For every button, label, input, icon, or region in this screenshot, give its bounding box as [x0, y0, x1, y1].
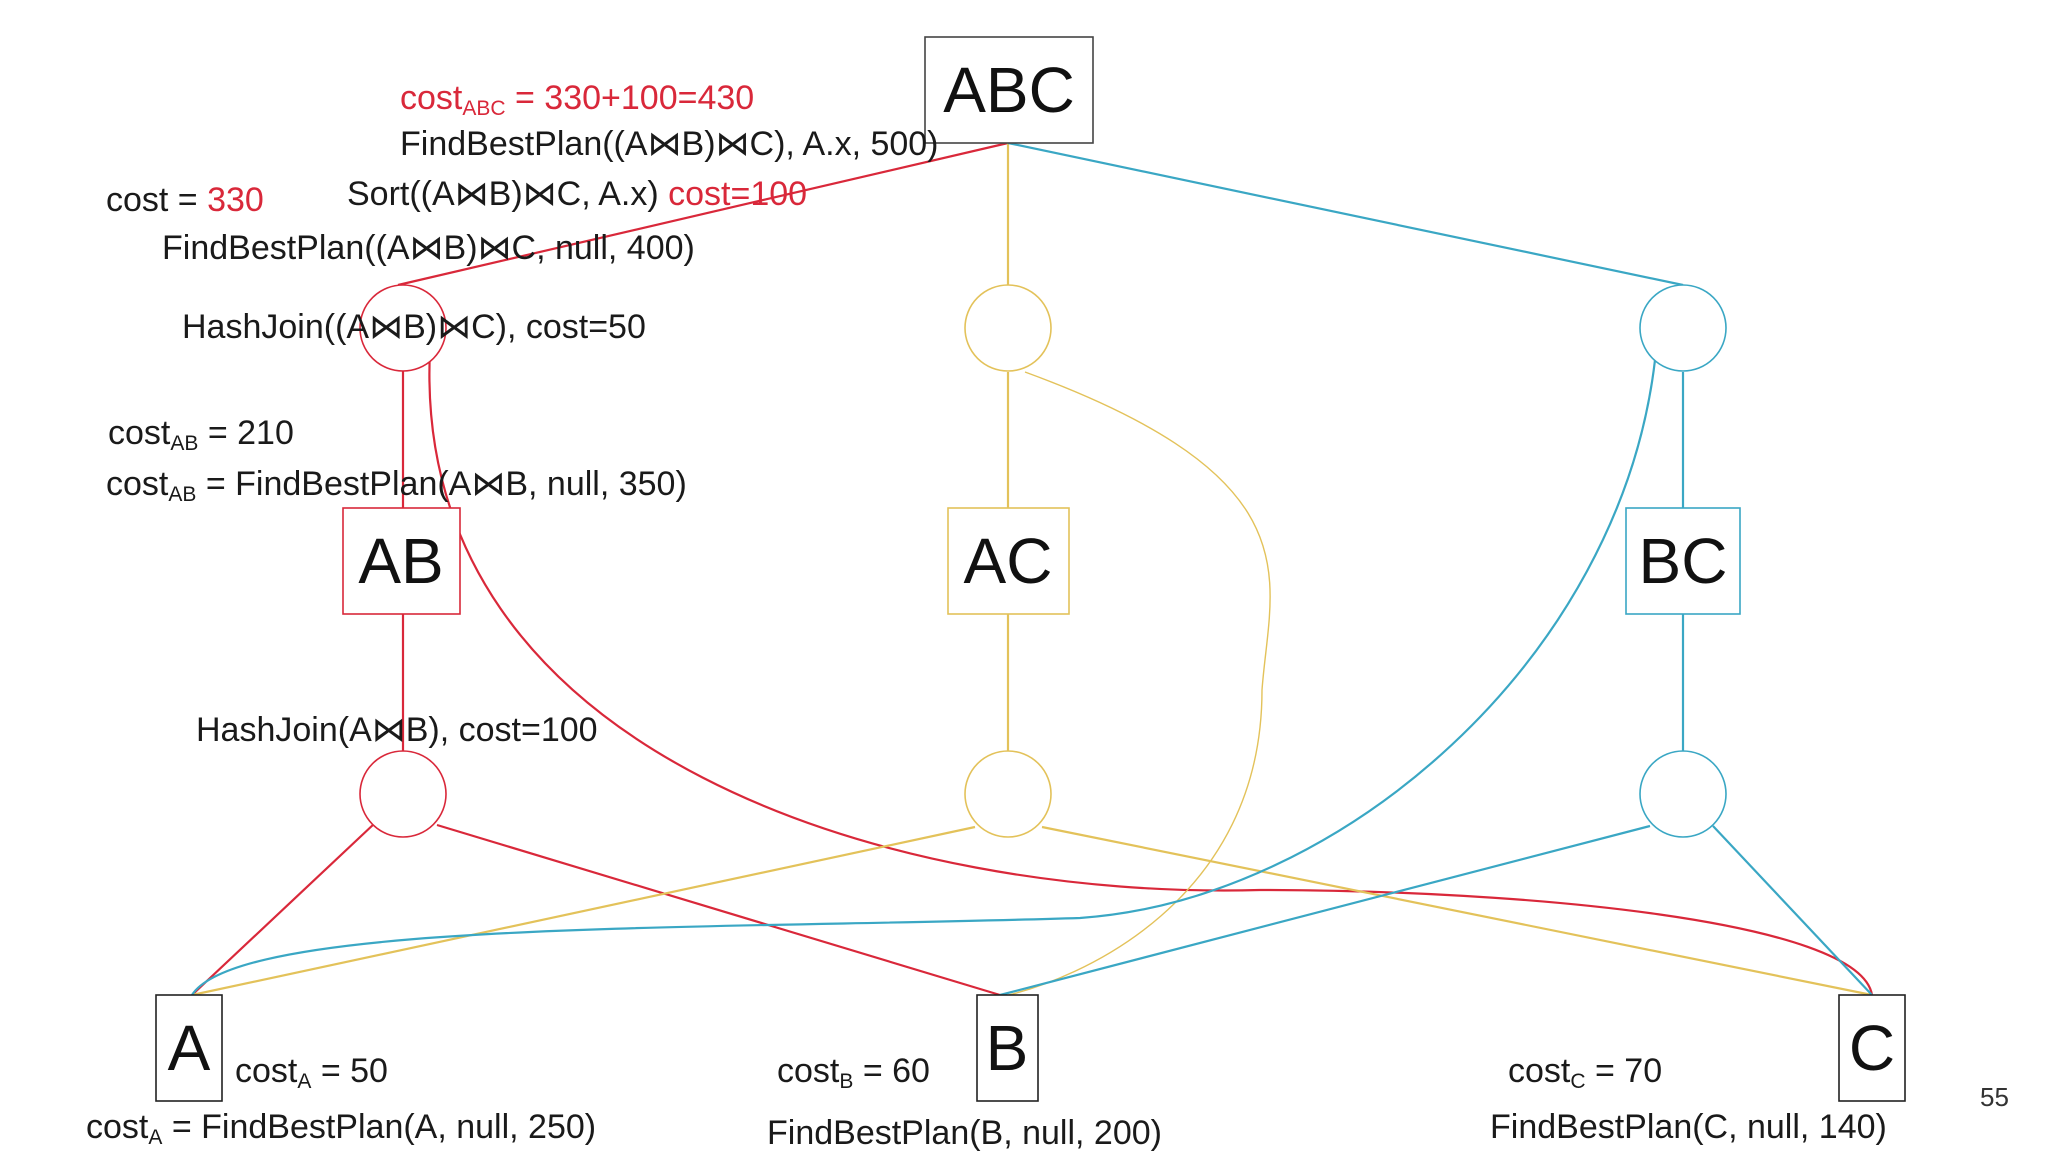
cost-ab-find-label: costAB = FindBestPlan(A⋈B, null, 350)	[106, 465, 687, 506]
cost-330-label: cost = 330	[106, 181, 264, 219]
hashjoin-abc-node	[359, 284, 447, 372]
find-best-plan-c-label: FindBestPlan(C, null, 140)	[1490, 1108, 1887, 1146]
join-ac-b-node	[964, 284, 1052, 372]
edge-join-a-c-c	[1041, 825, 1873, 997]
cost-c-70-label: costC = 70	[1508, 1052, 1663, 1093]
edge-hashjoin-ab-b	[436, 823, 1001, 997]
node-ac-box	[947, 507, 1070, 615]
cost-abc-label: costABC = 330+100=430	[400, 79, 755, 120]
cost-a-50-label: costA = 50	[235, 1052, 388, 1093]
edge-join-bc-a-a	[191, 359, 1657, 996]
join-a-c-node	[964, 750, 1052, 838]
node-ab-box	[342, 507, 461, 615]
node-ab-label: AB	[358, 525, 443, 597]
node-b-box	[976, 994, 1039, 1102]
node-a-label: A	[168, 1012, 211, 1084]
find-best-plan-ab-c-label: FindBestPlan((A⋈B)⋈C, null, 400)	[162, 229, 695, 267]
edge-abc-hashjoin-abc	[397, 141, 1009, 287]
node-abc-label: ABC	[943, 54, 1075, 126]
edge-join-b-c-b	[999, 824, 1651, 997]
node-ac-label: AC	[964, 525, 1053, 597]
sort-label: Sort((A⋈B)⋈C, A.x) cost=100	[347, 175, 808, 213]
slide-number: 55	[1980, 1082, 2009, 1112]
node-bc-box	[1625, 507, 1741, 615]
node-a-box	[155, 994, 223, 1102]
cost-a-find-label: costA = FindBestPlan(A, null, 250)	[86, 1108, 597, 1149]
node-c-label: C	[1849, 1012, 1895, 1084]
edge-abc-join-bc-a	[1007, 141, 1684, 287]
join-bc-a-node	[1639, 284, 1727, 372]
node-b-label: B	[986, 1012, 1029, 1084]
node-bc-label: BC	[1639, 525, 1728, 597]
cost-b-60-label: costB = 60	[777, 1052, 930, 1093]
edge-hashjoin-ab-a	[191, 822, 376, 996]
hashjoin-ab-label: HashJoin(A⋈B), cost=100	[196, 711, 598, 749]
cost-ab-210-label: costAB = 210	[108, 414, 294, 455]
edge-join-b-c-c	[1712, 825, 1873, 996]
find-best-plan-b-label: FindBestPlan(B, null, 200)	[767, 1114, 1162, 1152]
node-abc-box	[924, 36, 1094, 144]
hashjoin-ab-node	[359, 750, 447, 838]
join-b-c-node	[1639, 750, 1727, 838]
edge-hashjoin-abc-c	[428, 349, 1874, 996]
edge-join-a-c-a	[191, 825, 976, 997]
find-best-plan-abc-label: FindBestPlan((A⋈B)⋈C), A.x, 500)	[400, 125, 939, 163]
hashjoin-abc-label: HashJoin((A⋈B)⋈C), cost=50	[182, 308, 646, 346]
edge-join-ac-b-b	[999, 371, 1271, 998]
node-c-box	[1838, 994, 1906, 1102]
